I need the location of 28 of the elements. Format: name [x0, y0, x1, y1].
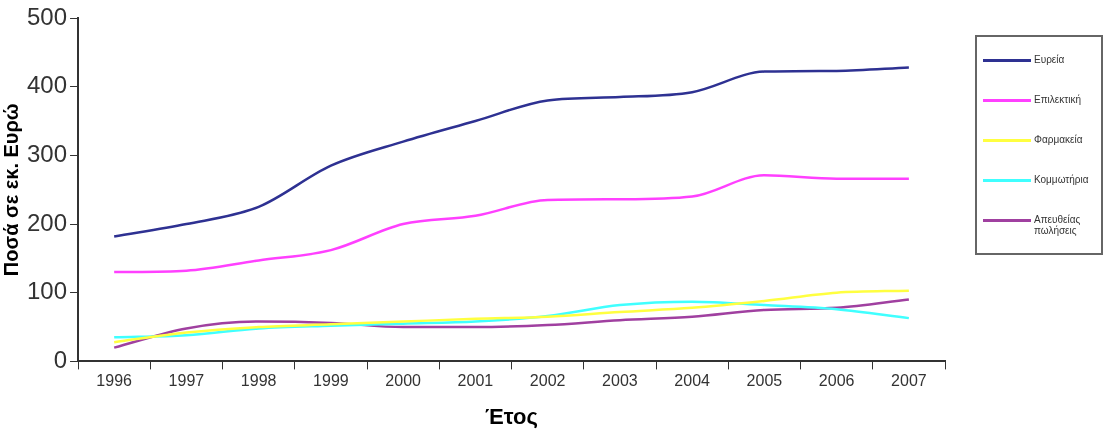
x-tick-label: 2007 — [891, 372, 927, 390]
x-tick-label: 1999 — [313, 372, 349, 390]
y-axis-title: Ποσά σε εκ. Ευρώ — [0, 103, 22, 277]
legend-label: Ευρεία — [1034, 53, 1065, 65]
legend-label: Απευθείας πωλήσεις — [1034, 214, 1082, 237]
x-tick-label: 2004 — [674, 372, 711, 390]
x-tick-label: 2001 — [457, 372, 494, 390]
line-series — [112, 66, 911, 238]
y-tick-label: 200 — [27, 208, 68, 236]
x-tick-label: 1997 — [168, 372, 205, 390]
y-tick-label: 400 — [27, 71, 68, 99]
x-tick-label: 2006 — [818, 372, 855, 390]
legend-label: Φαρμακεία — [1034, 133, 1083, 145]
y-tick-label: 0 — [53, 346, 68, 374]
legend-label: Επιλεκτική — [1034, 93, 1081, 105]
line-series — [112, 174, 911, 274]
line-series — [112, 289, 911, 344]
x-tick-label: 1996 — [96, 372, 133, 390]
y-tick-label: 100 — [27, 277, 68, 305]
y-tick-label: 500 — [27, 2, 68, 30]
x-tick-label: 1998 — [240, 372, 277, 390]
y-tick-label: 300 — [27, 139, 68, 167]
legend-label: Κομμωτήρια — [1034, 174, 1089, 186]
x-tick-label: 2002 — [529, 372, 566, 390]
x-tick-label: 2000 — [385, 372, 422, 390]
x-tick-label: 2005 — [746, 372, 783, 390]
x-tick-label: 2003 — [602, 372, 638, 390]
x-axis-title: Έτος — [485, 403, 538, 429]
